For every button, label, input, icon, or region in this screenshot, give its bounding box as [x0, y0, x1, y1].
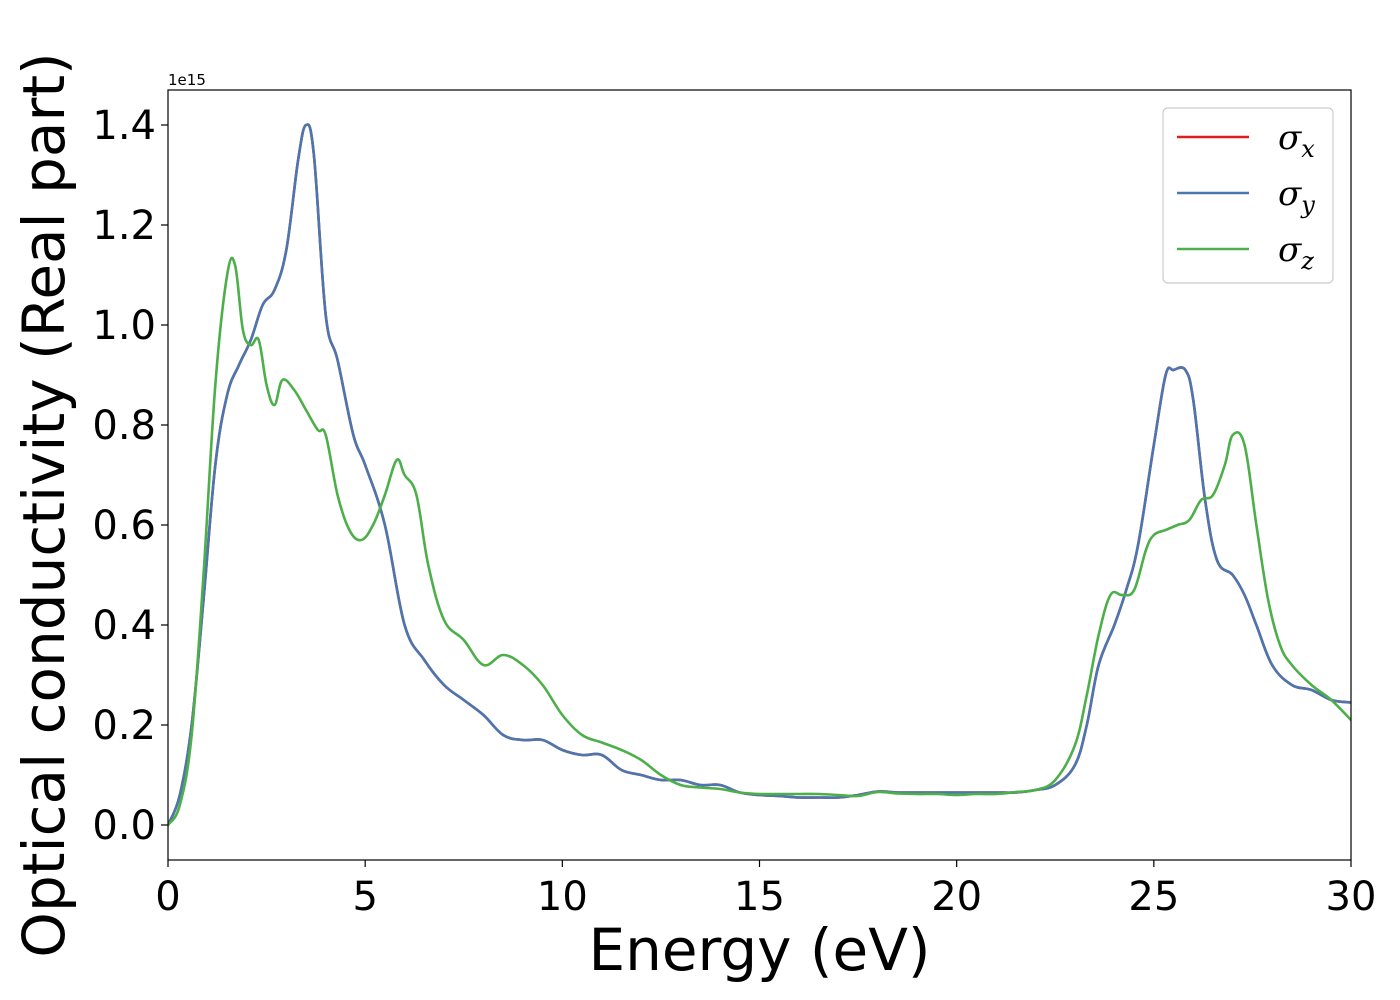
y-tick-label: 0.8 [92, 403, 156, 449]
x-tick-label: 0 [155, 874, 180, 920]
x-tick-label: 15 [734, 874, 785, 920]
y-tick-label: 0.6 [92, 503, 156, 549]
x-tick-label: 10 [537, 874, 588, 920]
series-line-z [168, 256, 1351, 827]
plot-area [168, 123, 1351, 827]
legend-label-y: σy [1278, 174, 1315, 219]
y-tick-label: 1.4 [92, 103, 156, 149]
y-tick-label: 1.2 [92, 203, 156, 249]
legend: σx σy σz [1162, 107, 1334, 284]
x-tick-label: 30 [1326, 874, 1377, 920]
y-axis-label: Optical conductivity (Real part) [10, 52, 78, 957]
legend-label-x: σx [1278, 118, 1315, 163]
legend-frame [1162, 107, 1334, 284]
legend-label-z: σz [1278, 230, 1314, 275]
x-axis-label: Energy (eV) [588, 916, 930, 984]
y-tick-label: 0.2 [92, 703, 156, 749]
y-axis-offset-label: 1e15 [168, 71, 206, 89]
y-tick-label: 1.0 [92, 303, 156, 349]
y-tick-label: 0.0 [92, 803, 156, 849]
axes: 0 5 10 15 20 25 30 0.0 0.2 0.4 0.6 0.8 1.0 1.2 1.4 [92, 89, 1377, 920]
x-tick-label: 5 [352, 874, 377, 920]
y-tick-label: 0.4 [92, 603, 156, 649]
x-tick-label: 20 [931, 874, 982, 920]
x-tick-label: 25 [1128, 874, 1179, 920]
